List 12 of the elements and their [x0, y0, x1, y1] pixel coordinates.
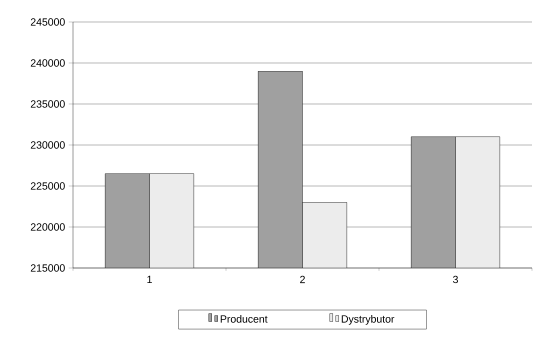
x-tick-label: 1 [147, 276, 152, 283]
legend-label: Dystrybutor [342, 315, 394, 325]
y-tick-label: 230000 [30, 141, 65, 149]
y-tick-label: 220000 [30, 223, 65, 231]
y-tick-label: 245000 [30, 18, 65, 26]
y-tick-label: 240000 [30, 59, 65, 67]
y-tick-label: 215000 [30, 264, 65, 272]
y-tick-label: 235000 [30, 100, 65, 108]
legend-label: Producent [220, 315, 268, 323]
y-tick-label: 225000 [30, 182, 65, 190]
x-tick-label: 2 [300, 276, 305, 284]
x-tick-label: 3 [452, 276, 458, 284]
